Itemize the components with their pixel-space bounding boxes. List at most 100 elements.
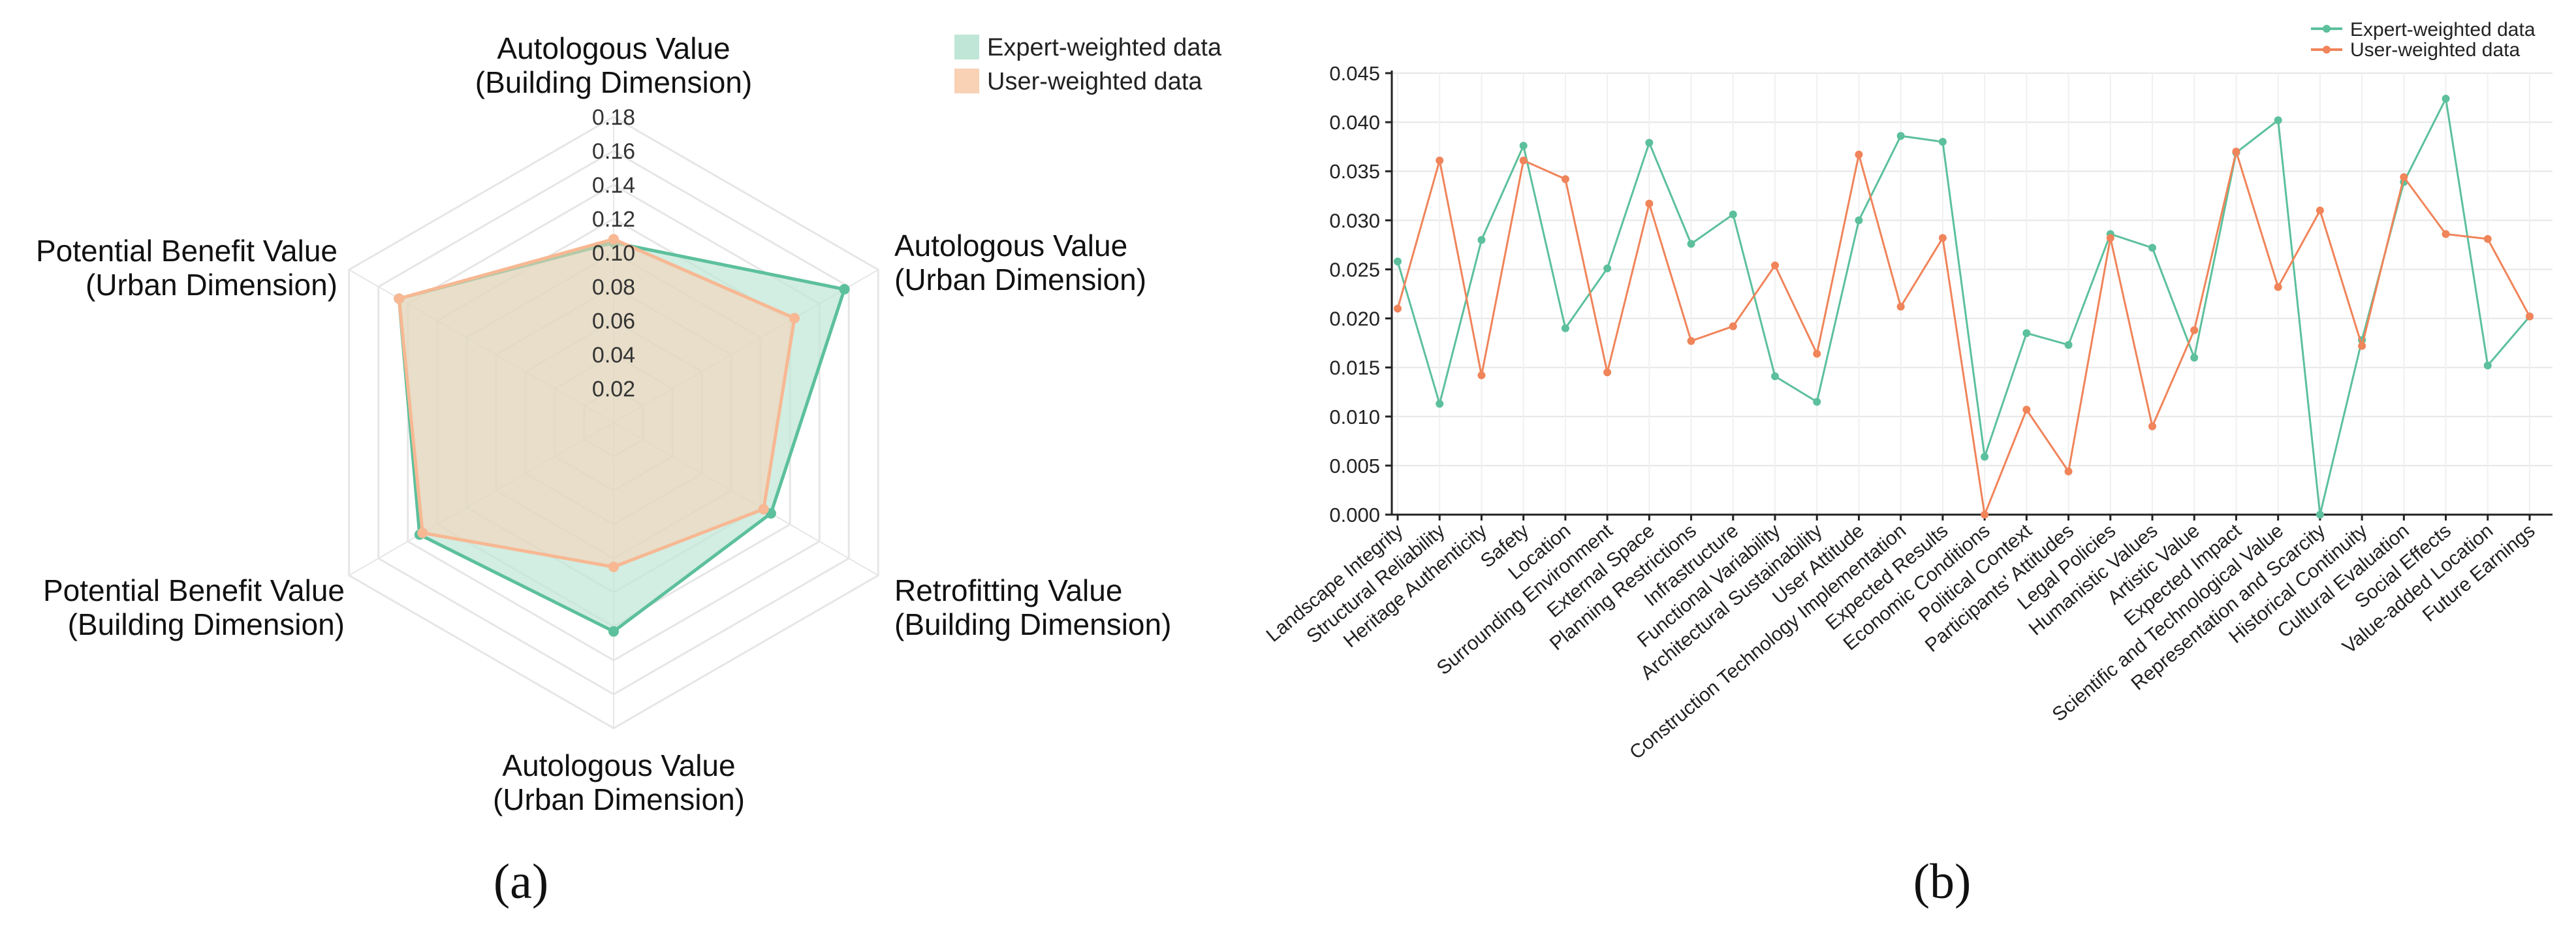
- data-point-user: [1938, 234, 1947, 242]
- line-chart: 0.000 0.005 0.010 0.015 0.020 0.025 0.030 0.035…: [1263, 19, 2552, 909]
- data-point-user: [1729, 322, 1737, 330]
- legend-marker-expert: [2323, 25, 2331, 33]
- data-point-expert: [1519, 142, 1528, 150]
- data-point-user: [1519, 156, 1528, 165]
- data-point-user: [1394, 304, 1402, 313]
- data-point-expert: [2022, 329, 2031, 338]
- data-point-expert: [1981, 453, 1989, 461]
- data-point-user: [1855, 150, 1863, 159]
- radar-tick-labels: 0.02 0.04 0.06 0.08 0.10 0.12 0.14 0.16 0.18: [592, 105, 635, 402]
- radar-axis-label: (Urban Dimension): [86, 268, 338, 302]
- radar-axis-label: (Building Dimension): [68, 607, 345, 641]
- data-point-user: [2358, 342, 2366, 350]
- data-point-user: [2064, 467, 2073, 475]
- radar-point-expert: [839, 283, 850, 295]
- data-point-user: [2400, 173, 2408, 182]
- panel-label-a: (a): [494, 854, 548, 909]
- data-point-expert: [2064, 341, 2073, 349]
- radar-tick-label: 0.06: [592, 309, 635, 334]
- data-point-expert: [1477, 236, 1486, 244]
- radar-axis-label: Autologous Value: [502, 748, 735, 782]
- data-point-expert: [1436, 400, 1444, 408]
- y-tick-label: 0.040: [1329, 111, 1380, 134]
- data-point-user: [1561, 175, 1569, 184]
- radar-axis-label: Autologous Value: [497, 31, 730, 65]
- radar-axis-label: Potential Benefit Value: [36, 234, 338, 268]
- data-point-expert: [1645, 138, 1654, 147]
- y-tick-label: 0.000: [1329, 504, 1380, 526]
- radar-tick-label: 0.02: [592, 377, 635, 402]
- data-point-user: [2316, 206, 2324, 215]
- legend-swatch-expert: [954, 35, 979, 59]
- data-point-expert: [2442, 95, 2450, 103]
- data-point-user: [2148, 422, 2156, 430]
- series-line-expert: [1396, 95, 2531, 515]
- data-point-expert: [1813, 398, 1821, 406]
- line-series: [1394, 95, 2534, 519]
- y-tick-label: 0.030: [1329, 209, 1380, 232]
- legend-label-expert-b: Expert-weighted data: [2350, 19, 2536, 40]
- radar-chart: 0.02 0.04 0.06 0.08 0.10 0.12 0.14 0.16 0.18 Aut…: [36, 31, 1222, 909]
- legend-label-user: User-weighted data: [987, 68, 1202, 95]
- line-legend: Expert-weighted data User-weighted data: [2311, 19, 2536, 61]
- data-point-user: [1813, 349, 1821, 358]
- data-point-expert: [2274, 116, 2282, 125]
- radar-axis-labels: Autologous Value(Building Dimension)Auto…: [36, 31, 1171, 816]
- panel-label-b: (b): [1913, 854, 1971, 909]
- y-tick-label: 0.045: [1329, 62, 1380, 85]
- line-axes: [1390, 71, 2552, 516]
- data-point-expert: [2316, 511, 2324, 519]
- data-point-user: [2526, 312, 2534, 321]
- radar-tick-label: 0.14: [592, 173, 635, 198]
- radar-axis-label: (Building Dimension): [475, 65, 752, 99]
- radar-tick-label: 0.12: [592, 207, 635, 232]
- data-point-expert: [2148, 244, 2156, 252]
- data-point-expert: [1771, 372, 1779, 381]
- radar-point-user: [608, 234, 619, 245]
- radar-point-user: [608, 562, 619, 572]
- data-point-user: [1477, 371, 1486, 379]
- legend-label-expert: Expert-weighted data: [987, 34, 1222, 61]
- y-tick-label: 0.035: [1329, 160, 1380, 183]
- data-point-user: [2232, 148, 2240, 156]
- data-point-expert: [1938, 138, 1947, 146]
- data-point-expert: [1394, 257, 1402, 266]
- radar-axis-label: (Urban Dimension): [493, 782, 745, 816]
- data-point-expert: [2483, 361, 2492, 370]
- y-tick-label: 0.005: [1329, 455, 1380, 477]
- series-line-user: [1396, 148, 2531, 519]
- y-tick-label: 0.020: [1329, 308, 1380, 330]
- data-point-user: [2274, 283, 2282, 291]
- data-point-expert: [1855, 216, 1863, 225]
- legend-marker-user: [2323, 46, 2331, 54]
- data-point-user: [2022, 406, 2031, 414]
- radar-axis-label: Autologous Value: [894, 229, 1127, 263]
- radar-axis-label: (Urban Dimension): [894, 263, 1146, 297]
- data-point-user: [1645, 199, 1654, 208]
- data-point-user: [2106, 234, 2114, 242]
- data-point-user: [1771, 261, 1779, 270]
- radar-legend: Expert-weighted data User-weighted data: [954, 34, 1222, 95]
- radar-point-user: [394, 293, 405, 304]
- data-point-user: [2190, 326, 2199, 334]
- radar-point-user: [789, 313, 800, 324]
- data-point-user: [1603, 368, 1612, 377]
- data-point-user: [1436, 156, 1444, 165]
- radar-point-user: [758, 504, 769, 515]
- radar-tick-label: 0.08: [592, 275, 635, 300]
- data-point-expert: [1729, 210, 1737, 219]
- y-tick-label: 0.025: [1329, 258, 1380, 281]
- legend-swatch-user: [954, 69, 979, 93]
- data-point-expert: [1687, 240, 1695, 248]
- radar-axis-label: Retrofitting Value: [894, 573, 1122, 607]
- data-point-user: [1687, 337, 1695, 345]
- y-tick-label: 0.010: [1329, 406, 1380, 428]
- data-point-expert: [1603, 264, 1612, 272]
- data-point-user: [1896, 302, 1905, 311]
- legend-label-user-b: User-weighted data: [2350, 39, 2520, 61]
- data-point-expert: [2190, 353, 2199, 362]
- data-point-user: [2442, 230, 2450, 238]
- radar-series: [394, 234, 850, 637]
